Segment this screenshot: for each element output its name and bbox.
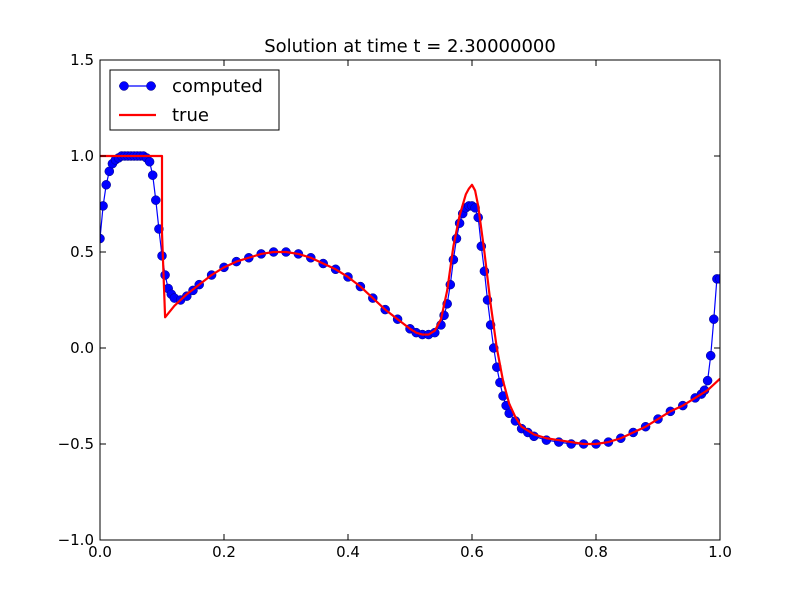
y-tick-label: −0.5 <box>58 435 94 453</box>
computed-point <box>702 375 713 386</box>
computed-point <box>709 314 719 324</box>
x-tick-label: 0.8 <box>584 543 608 561</box>
computed-point <box>705 350 716 361</box>
y-tick-label: −1.0 <box>58 531 94 549</box>
computed-point <box>473 212 483 223</box>
series-layer <box>100 151 720 449</box>
x-tick-label: 0.0 <box>88 543 112 561</box>
x-tick-label: 0.4 <box>336 543 360 561</box>
legend-box <box>109 69 280 131</box>
axes-layer: 0.0 0.2 0.4 0.6 0.8 1.0 1.5 1.0 0.5 0.0 −0.5 −1.0 <box>58 51 732 561</box>
computed-point <box>147 170 158 180</box>
y-tick-label: 0.0 <box>70 339 94 357</box>
computed-point <box>101 180 111 190</box>
computed-point <box>151 195 161 205</box>
computed-point <box>144 157 155 167</box>
legend-computed-marker <box>119 81 129 91</box>
chart-title: Solution at time t = 2.30000000 <box>264 36 556 57</box>
legend-true-label: true <box>172 105 209 126</box>
computed-point <box>182 291 192 301</box>
plot-frame <box>99 59 721 541</box>
x-tick-label: 0.2 <box>212 543 236 561</box>
y-tick-label: 0.5 <box>70 243 94 261</box>
computed-point <box>100 233 105 244</box>
y-tick-label: 1.0 <box>70 147 94 165</box>
series-true-line <box>100 154 720 446</box>
computed-point <box>715 274 720 284</box>
legend: computed true <box>109 69 280 131</box>
computed-point <box>160 270 170 280</box>
legend-computed-marker <box>146 81 156 91</box>
legend-computed-label: computed <box>172 76 263 97</box>
x-tick-label: 0.6 <box>460 543 484 561</box>
x-tick-label: 1.0 <box>708 543 732 561</box>
y-tick-label: 1.5 <box>70 51 94 69</box>
computed-point <box>100 201 108 211</box>
